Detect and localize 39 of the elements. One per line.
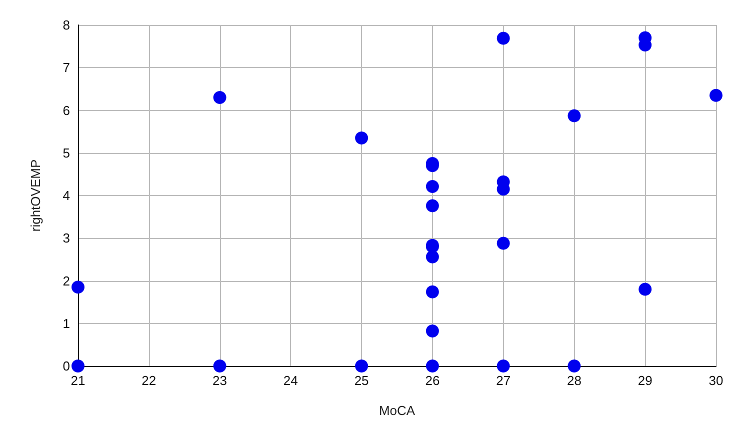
y-tick-label: 3	[62, 230, 70, 246]
y-axis-title: rightOVEMP	[28, 159, 43, 232]
point	[72, 360, 84, 372]
x-tick-label: 25	[354, 373, 369, 388]
point	[568, 109, 581, 122]
point	[568, 360, 581, 372]
point	[496, 236, 510, 250]
y-tick-label: 6	[62, 102, 70, 118]
y-tick-label: 5	[62, 145, 70, 160]
point	[213, 90, 226, 104]
point	[355, 360, 368, 372]
x-tick-label: 28	[566, 373, 582, 388]
point	[426, 180, 439, 194]
x-tick-label: 24	[283, 373, 298, 388]
point	[426, 199, 439, 212]
point	[426, 285, 439, 298]
point	[72, 280, 84, 294]
y-tick-label: 0	[62, 358, 70, 374]
x-tick-label: 29	[638, 373, 652, 388]
y-tick-label: 4	[62, 188, 70, 203]
y-tick-label: 8	[62, 18, 70, 32]
x-axis-title: MoCA	[378, 403, 416, 418]
point	[355, 131, 368, 144]
y-tick-label: 2	[62, 273, 70, 288]
x-tick-label: 26	[425, 373, 440, 388]
point	[638, 282, 652, 296]
x-tick-label: 23	[212, 373, 228, 388]
point	[496, 360, 510, 372]
point	[426, 324, 439, 338]
x-tick-label: 22	[142, 373, 156, 388]
point	[710, 88, 722, 102]
y-tick-label: 7	[62, 60, 70, 76]
point	[426, 360, 439, 372]
x-tick-label: 30	[708, 373, 724, 388]
point	[213, 360, 226, 372]
point	[496, 32, 510, 45]
x-tick-label: 21	[70, 373, 86, 388]
x-tick-label: 27	[496, 373, 511, 388]
y-tick-label: 1	[62, 316, 70, 331]
